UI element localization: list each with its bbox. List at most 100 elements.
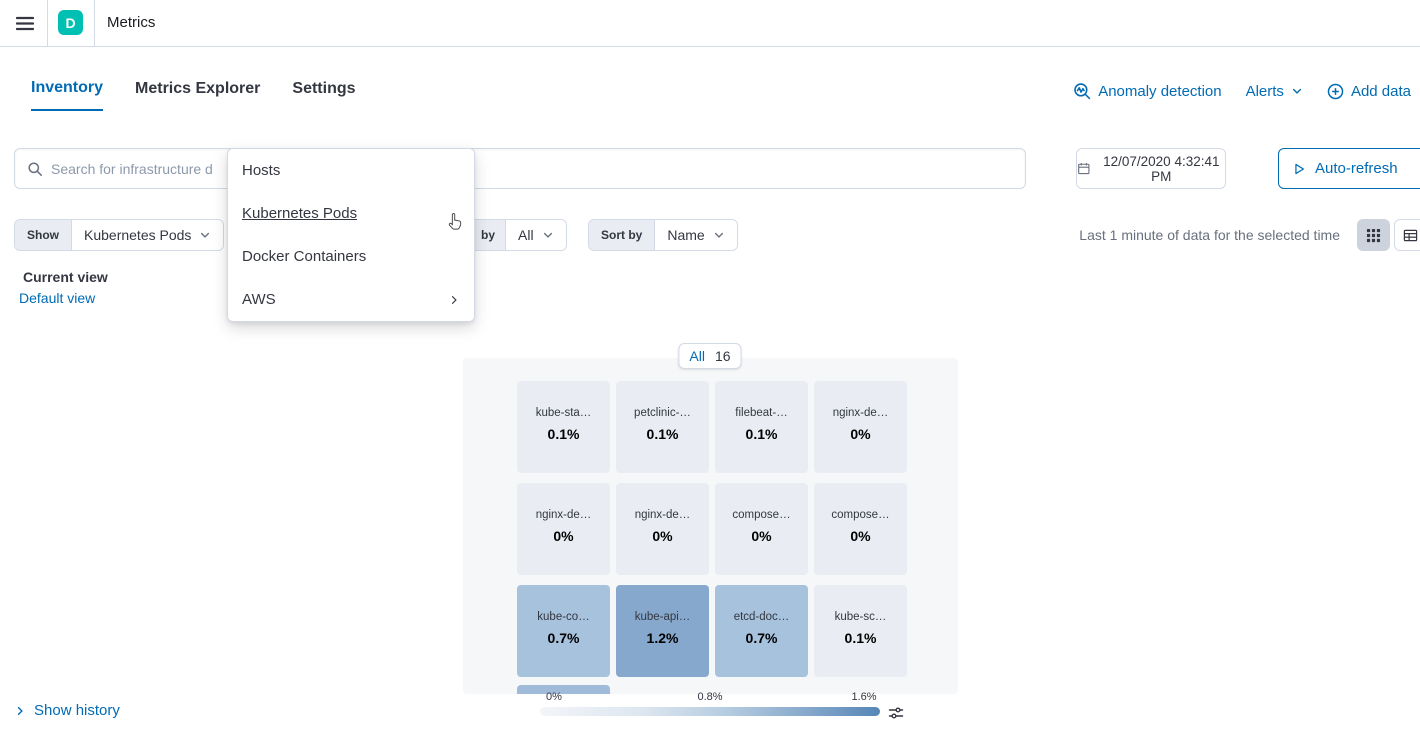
- grid-view-icon: [1366, 228, 1381, 242]
- legend-tick: 0%: [546, 691, 562, 703]
- hamburger-icon: [16, 16, 34, 30]
- menu-item-aws[interactable]: AWS: [228, 278, 474, 321]
- group-by-filter-value: All: [518, 227, 534, 243]
- waffle-node[interactable]: compose… 0%: [715, 483, 808, 575]
- legend-tick: 1.6%: [851, 691, 877, 703]
- node-name: nginx-de…: [634, 509, 691, 521]
- grid-view-button[interactable]: [1357, 219, 1390, 251]
- sort-by-filter-label: Sort by: [589, 220, 656, 250]
- group-badge: All 16: [678, 343, 742, 369]
- node-value: 0.1%: [844, 630, 877, 646]
- topbar-divider: [47, 0, 48, 46]
- topbar-divider: [94, 0, 95, 46]
- legend-settings-button[interactable]: [888, 705, 904, 724]
- node-name: filebeat-…: [735, 407, 788, 419]
- waffle-node[interactable]: kube-sta… 0.1%: [517, 381, 610, 473]
- show-filter-group: Show Kubernetes Pods: [14, 219, 225, 251]
- search-input[interactable]: [51, 160, 1013, 177]
- add-data-button[interactable]: Add data: [1327, 83, 1411, 100]
- waffle-grid: kube-sta… 0.1% petclinic-… 0.1% filebeat-……: [517, 381, 907, 677]
- node-value: 0%: [850, 528, 871, 544]
- data-range-note: Last 1 minute of data for the selected t…: [1079, 227, 1340, 243]
- menu-item-docker-containers[interactable]: Docker Containers: [228, 235, 474, 278]
- app-logo[interactable]: D: [58, 10, 83, 35]
- waffle-node[interactable]: kube-co… 0.7%: [517, 585, 610, 677]
- waffle-node[interactable]: etcd-doc… 0.7%: [715, 585, 808, 677]
- waffle-node[interactable]: petclinic-… 0.1%: [616, 381, 709, 473]
- search-icon: [28, 161, 42, 176]
- anomaly-detection-label: Anomaly detection: [1098, 82, 1222, 100]
- alerts-label: Alerts: [1245, 82, 1284, 100]
- chevron-down-icon: [543, 232, 552, 238]
- node-name: compose…: [732, 509, 791, 521]
- chevron-down-icon: [714, 232, 723, 238]
- waffle-node[interactable]: kube-api… 1.2%: [616, 585, 709, 677]
- main-tabs: Inventory Metrics Explorer Settings: [31, 79, 356, 111]
- menu-item-label: AWS: [242, 291, 276, 308]
- node-name: petclinic-…: [634, 407, 691, 419]
- date-picker-value: 12/07/2020 4:32:41 PM: [1103, 153, 1220, 184]
- tab-inventory[interactable]: Inventory: [31, 79, 104, 111]
- tab-settings[interactable]: Settings: [292, 79, 355, 111]
- waffle-node[interactable]: compose… 0%: [814, 483, 907, 575]
- waffle-node-partial[interactable]: [517, 685, 610, 694]
- menu-item-hosts[interactable]: Hosts: [228, 149, 474, 192]
- current-view-label: Current view: [23, 269, 108, 285]
- waffle-node[interactable]: nginx-de… 0%: [814, 381, 907, 473]
- show-history-button[interactable]: Show history: [14, 702, 120, 719]
- search-bar: [14, 148, 1026, 189]
- node-value: 0%: [751, 528, 772, 544]
- show-filter-label: Show: [15, 220, 72, 250]
- legend-tick: 0.8%: [697, 691, 723, 703]
- legend-ticks: 0% 0.8% 1.6%: [540, 691, 880, 704]
- table-view-button[interactable]: [1394, 219, 1420, 251]
- default-view-link[interactable]: Default view: [19, 290, 96, 306]
- node-value: 0%: [652, 528, 673, 544]
- anomaly-detection-icon: [1074, 83, 1091, 100]
- node-value: 0%: [553, 528, 574, 544]
- node-value: 0.7%: [745, 630, 778, 646]
- show-filter-menu: Hosts Kubernetes Pods Docker Containers …: [227, 148, 475, 322]
- node-value: 0.1%: [745, 426, 778, 442]
- waffle-map: kube-sta… 0.1% petclinic-… 0.1% filebeat-……: [463, 358, 958, 694]
- menu-item-label: Docker Containers: [242, 248, 367, 265]
- waffle-node[interactable]: kube-sc… 0.1%: [814, 585, 907, 677]
- top-bar: D Metrics: [0, 0, 1420, 47]
- node-name: etcd-doc…: [733, 611, 790, 623]
- chevron-right-icon: [17, 706, 23, 715]
- auto-refresh-button[interactable]: Auto-refresh: [1278, 148, 1420, 189]
- waffle-node[interactable]: nginx-de… 0%: [616, 483, 709, 575]
- waffle-legend: 0% 0.8% 1.6%: [540, 691, 904, 719]
- sort-by-filter-dropdown[interactable]: Name: [655, 220, 737, 250]
- node-name: nginx-de…: [535, 509, 592, 521]
- menu-item-kubernetes-pods[interactable]: Kubernetes Pods: [228, 192, 474, 235]
- node-value: 0.1%: [547, 426, 580, 442]
- waffle-node[interactable]: nginx-de… 0%: [517, 483, 610, 575]
- menu-button[interactable]: [12, 11, 38, 35]
- show-filter-value: Kubernetes Pods: [84, 227, 192, 243]
- plus-circle-icon: [1327, 83, 1344, 99]
- alerts-button[interactable]: Alerts: [1246, 83, 1303, 100]
- date-picker-button[interactable]: 12/07/2020 4:32:41 PM: [1076, 148, 1226, 189]
- group-all-link[interactable]: All: [689, 348, 705, 364]
- calendar-icon: [1078, 162, 1090, 175]
- chevron-down-icon: [1292, 88, 1301, 94]
- show-filter-dropdown[interactable]: Kubernetes Pods: [72, 220, 224, 250]
- table-view-icon: [1403, 229, 1418, 241]
- tab-metrics-explorer[interactable]: Metrics Explorer: [135, 79, 260, 111]
- sliders-icon: [888, 707, 904, 719]
- show-history-label: Show history: [34, 702, 120, 719]
- anomaly-detection-button[interactable]: Anomaly detection: [1073, 82, 1222, 100]
- menu-item-label: Kubernetes Pods: [242, 205, 358, 222]
- group-count: 16: [714, 348, 731, 364]
- node-name: kube-api…: [634, 611, 691, 623]
- header-actions: Anomaly detection Alerts Add data: [1073, 82, 1411, 100]
- node-value: 1.2%: [646, 630, 679, 646]
- node-value: 0.1%: [646, 426, 679, 442]
- page-title: Metrics: [107, 14, 156, 31]
- group-by-filter-dropdown[interactable]: All: [506, 220, 566, 250]
- waffle-node[interactable]: filebeat-… 0.1%: [715, 381, 808, 473]
- node-name: nginx-de…: [832, 407, 889, 419]
- sort-by-filter-value: Name: [667, 227, 705, 243]
